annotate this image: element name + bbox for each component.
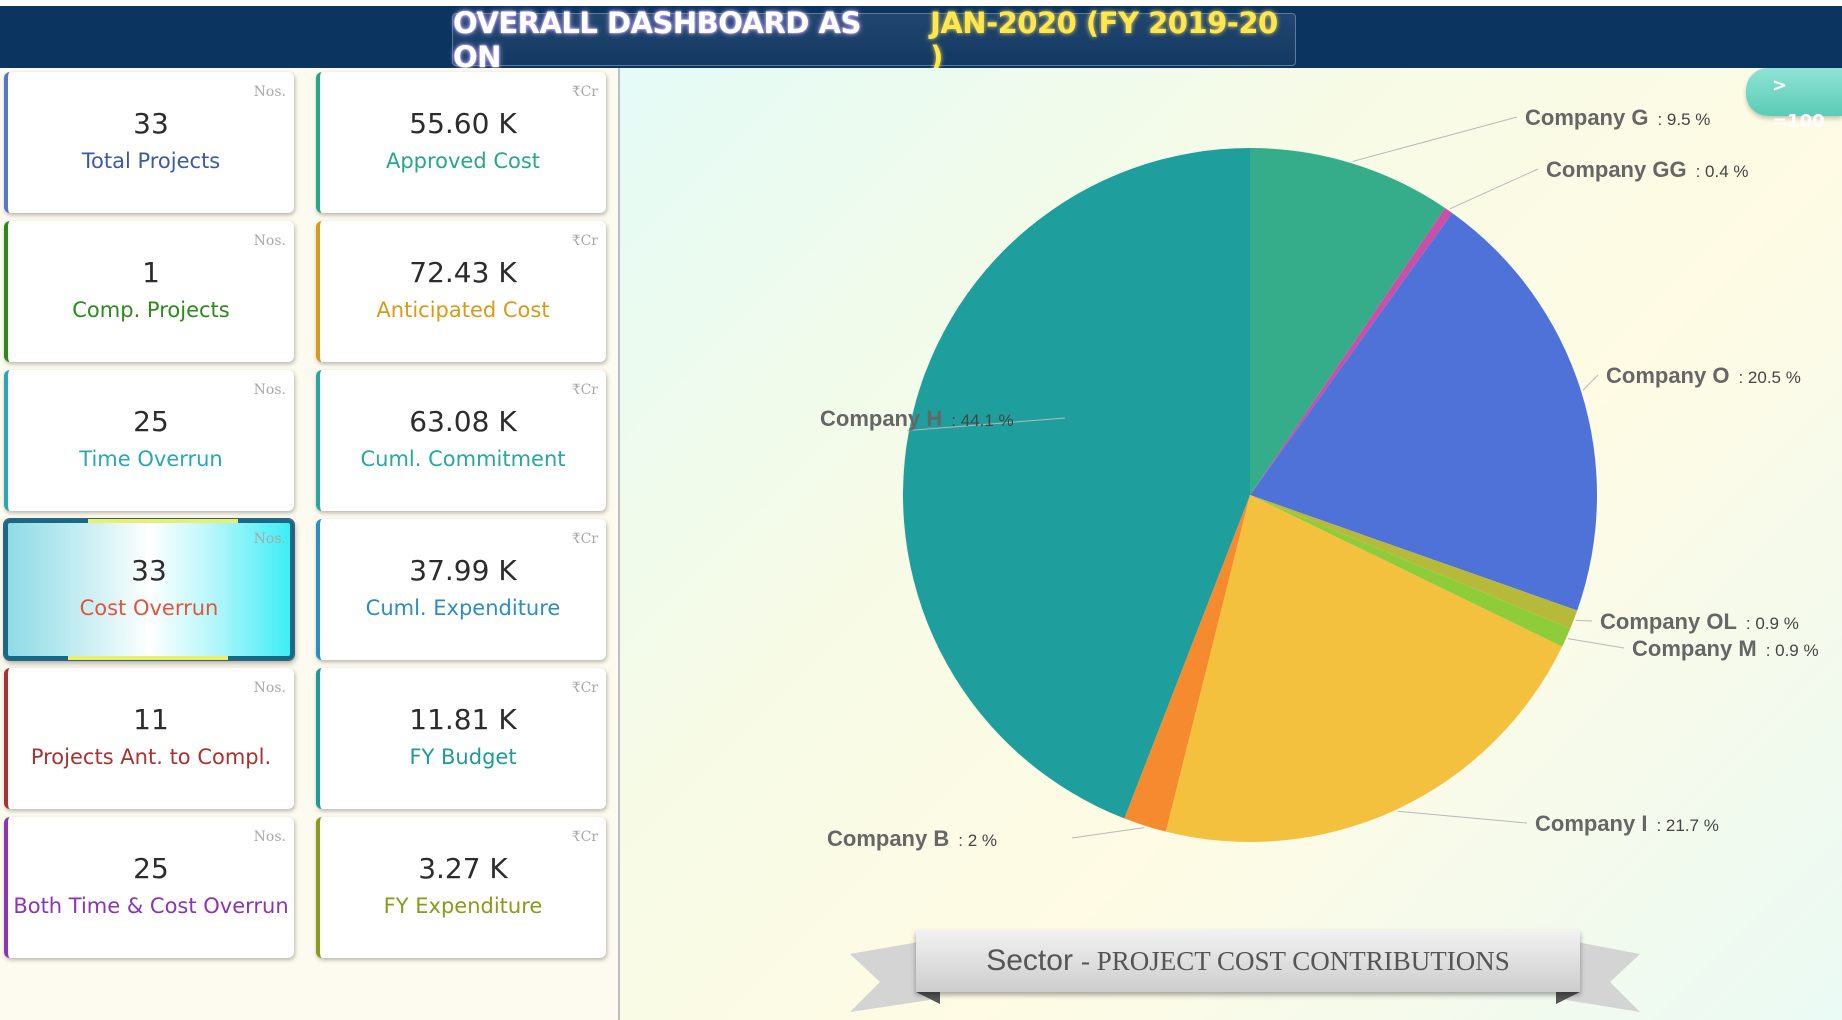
card-label: FY Budget: [409, 745, 517, 769]
card-fy-expenditure[interactable]: ₹Cr 3.27 K FY Expenditure: [316, 817, 606, 958]
card-approved-cost[interactable]: ₹Cr 55.60 K Approved Cost: [316, 72, 606, 213]
card-value: 55.60 K: [409, 107, 517, 140]
card-value: 1: [142, 256, 160, 289]
card-cuml-expenditure[interactable]: ₹Cr 37.99 K Cuml. Expenditure: [316, 519, 606, 660]
card-label: Projects Ant. to Compl.: [30, 745, 272, 769]
title-date: JAN-2020 (FY 2019-20 ): [930, 5, 1278, 74]
slice-label: Company M: 0.9 %: [1632, 636, 1819, 661]
unit-label: ₹Cr: [571, 531, 598, 547]
card-value: 25: [133, 852, 169, 885]
card-value: 11.81 K: [409, 703, 517, 736]
chart-title-ribbon: Sector - PROJECT COST CONTRIBUTIONS: [916, 930, 1580, 992]
card-label: Cuml. Expenditure: [365, 596, 561, 620]
card-value: 11: [133, 703, 169, 736]
leader-line: [1575, 619, 1593, 622]
slice-label: Company G: 9.5 %: [1525, 105, 1710, 130]
pie-slice-company-i[interactable]: [1165, 495, 1563, 842]
leader-line: [1071, 827, 1145, 839]
pie-slice-company-gg[interactable]: [1250, 208, 1453, 495]
card-value: 25: [133, 405, 169, 438]
card-label: Cost Overrun: [79, 596, 219, 620]
card-value: 33: [133, 107, 169, 140]
chart-title-sector: Sector: [986, 944, 1073, 977]
card-label: Cuml. Commitment: [360, 447, 566, 471]
unit-label: Nos.: [253, 84, 286, 100]
pie-slice-company-h[interactable]: [903, 148, 1250, 819]
card-fy-budget[interactable]: ₹Cr 11.81 K FY Budget: [316, 668, 606, 809]
pie-slice-company-ol[interactable]: [1250, 495, 1578, 629]
card-value: 33: [131, 554, 167, 587]
unit-label: ₹Cr: [571, 84, 598, 100]
legend-toggle-button[interactable]: > =100: [1746, 68, 1842, 132]
pie-slice-company-o[interactable]: [1250, 212, 1597, 611]
kpi-panel: Nos. 33 Total Projects Nos. 1 Comp. Proj…: [0, 68, 620, 1020]
card-cost-overrun[interactable]: Nos. 33 Cost Overrun: [4, 519, 294, 660]
slice-label: Company OL: 0.9 %: [1600, 609, 1799, 634]
unit-label: Nos.: [253, 233, 286, 249]
card-value: 3.27 K: [418, 852, 508, 885]
card-label: Comp. Projects: [72, 298, 230, 322]
card-label: Both Time & Cost Overrun: [13, 894, 289, 918]
card-time-overrun[interactable]: Nos. 25 Time Overrun: [4, 370, 294, 511]
slice-label: Company GG: 0.4 %: [1546, 157, 1749, 182]
card-cuml-commitment[interactable]: ₹Cr 63.08 K Cuml. Commitment: [316, 370, 606, 511]
unit-label: ₹Cr: [571, 680, 598, 696]
slice-label: Company O: 20.5 %: [1606, 363, 1801, 388]
unit-label: Nos.: [253, 829, 286, 845]
card-comp-projects[interactable]: Nos. 1 Comp. Projects: [4, 221, 294, 362]
card-label: Total Projects: [81, 149, 221, 173]
leader-line: [1582, 374, 1599, 391]
card-label: FY Expenditure: [383, 894, 543, 918]
card-label: Approved Cost: [385, 149, 541, 173]
header-bar: OVERALL DASHBOARD AS ON JAN-2020 (FY 201…: [0, 0, 1842, 74]
slice-label: Company I: 21.7 %: [1535, 811, 1719, 836]
card-both-overrun[interactable]: Nos. 25 Both Time & Cost Overrun: [4, 817, 294, 958]
card-total-projects[interactable]: Nos. 33 Total Projects: [4, 72, 294, 213]
pie-chart: Company G: 9.5 % Company GG: 0.4 % Company…: [820, 105, 1819, 851]
unit-label: Nos.: [253, 680, 286, 696]
pie-slice-company-b[interactable]: [1124, 495, 1250, 832]
unit-label: ₹Cr: [571, 829, 598, 845]
title-main: OVERALL DASHBOARD AS ON: [453, 5, 861, 74]
slice-label: Company B: 2 %: [827, 826, 997, 851]
leader-line: [1352, 116, 1518, 162]
pie-slice-company-g[interactable]: [1250, 148, 1446, 495]
leader-line: [906, 417, 1066, 432]
leader-line: [1397, 810, 1528, 824]
unit-label: Nos.: [253, 531, 286, 547]
card-label: Anticipated Cost: [376, 298, 550, 322]
unit-label: ₹Cr: [571, 233, 598, 249]
dashboard-title: OVERALL DASHBOARD AS ON JAN-2020 (FY 201…: [452, 6, 1296, 74]
pie-slice-company-m[interactable]: [1250, 495, 1571, 647]
card-value: 63.08 K: [409, 405, 517, 438]
chart-area: Company G: 9.5 % Company GG: 0.4 % Company…: [620, 68, 1842, 1020]
card-value: 37.99 K: [409, 554, 517, 587]
leader-line: [1567, 638, 1625, 649]
slice-label: Company H: 44.1 %: [820, 406, 1014, 431]
unit-label: ₹Cr: [571, 382, 598, 398]
unit-label: Nos.: [253, 382, 286, 398]
card-projects-ant-compl[interactable]: Nos. 11 Projects Ant. to Compl.: [4, 668, 294, 809]
leader-line: [1449, 168, 1539, 210]
card-label: Time Overrun: [79, 447, 223, 471]
chart-title-text: - PROJECT COST CONTRIBUTIONS: [1080, 945, 1510, 976]
card-anticipated-cost[interactable]: ₹Cr 72.43 K Anticipated Cost: [316, 221, 606, 362]
card-value: 72.43 K: [409, 256, 517, 289]
